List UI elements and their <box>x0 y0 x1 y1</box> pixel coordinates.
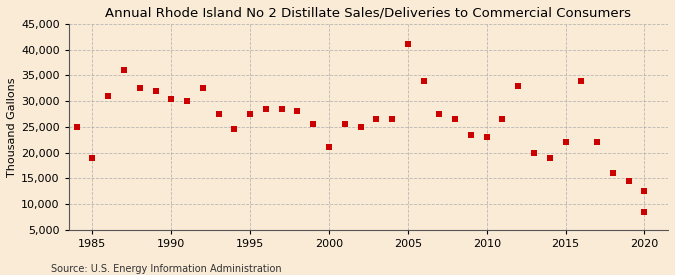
Point <box>72 125 82 129</box>
Point <box>592 140 603 144</box>
Point <box>166 96 177 101</box>
Point <box>308 122 319 127</box>
Point <box>261 107 271 111</box>
Point <box>150 89 161 93</box>
Y-axis label: Thousand Gallons: Thousand Gallons <box>7 77 17 177</box>
Point <box>639 210 650 214</box>
Point <box>497 117 508 121</box>
Point <box>87 156 98 160</box>
Point <box>323 145 334 150</box>
Point <box>371 117 381 121</box>
Point <box>529 150 539 155</box>
Point <box>276 107 287 111</box>
Point <box>340 122 350 127</box>
Point <box>576 78 587 83</box>
Point <box>623 179 634 183</box>
Point <box>245 112 256 116</box>
Point <box>197 86 208 90</box>
Point <box>103 94 113 98</box>
Point <box>387 117 398 121</box>
Title: Annual Rhode Island No 2 Distillate Sales/Deliveries to Commercial Consumers: Annual Rhode Island No 2 Distillate Sale… <box>105 7 631 20</box>
Point <box>544 156 555 160</box>
Point <box>229 127 240 132</box>
Point <box>450 117 460 121</box>
Point <box>119 68 130 72</box>
Point <box>213 112 224 116</box>
Point <box>513 83 524 88</box>
Point <box>639 189 650 193</box>
Point <box>434 112 445 116</box>
Point <box>608 171 618 175</box>
Point <box>466 132 477 137</box>
Text: Source: U.S. Energy Information Administration: Source: U.S. Energy Information Administ… <box>51 264 281 274</box>
Point <box>418 78 429 83</box>
Point <box>402 42 413 47</box>
Point <box>481 135 492 139</box>
Point <box>355 125 366 129</box>
Point <box>292 109 303 114</box>
Point <box>182 99 192 103</box>
Point <box>134 86 145 90</box>
Point <box>560 140 571 144</box>
